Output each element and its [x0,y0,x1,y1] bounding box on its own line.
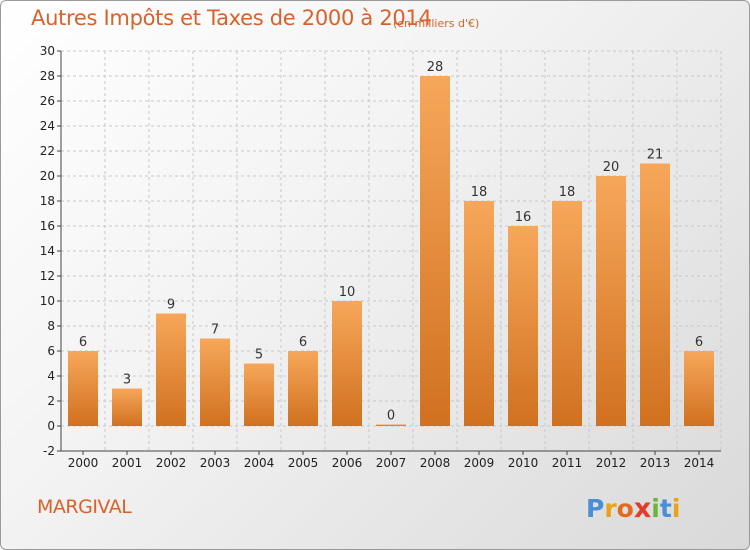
x-tick-label: 2006 [332,456,363,470]
x-tick-label: 2007 [376,456,407,470]
data-label-2010: 16 [515,210,532,225]
data-label-2003: 7 [211,323,219,338]
x-tick-label: 2005 [288,456,319,470]
y-tick-label: 18 [40,194,55,208]
data-label-2008: 28 [427,60,444,75]
chart-subtitle: (en milliers d'€) [393,17,480,30]
bar-2012 [596,176,626,426]
data-label-2005: 6 [299,335,307,350]
data-label-2000: 6 [79,335,87,350]
data-label-2006: 10 [339,285,356,300]
commune-name: MARGIVAL [37,496,132,518]
y-tick-label: -2 [43,444,55,458]
y-tick-label: 16 [40,219,55,233]
x-tick-label: 2009 [464,456,495,470]
bar-2009 [464,201,494,426]
data-label-2007: 0 [387,409,395,424]
x-tick-label: 2003 [200,456,231,470]
data-label-2004: 5 [255,348,263,363]
data-label-2009: 18 [471,185,488,200]
bar-2014 [684,351,714,426]
bar-2007 [376,424,406,426]
bar-2006 [332,301,362,426]
proxiti-logo: Proxiti [586,493,680,524]
data-label-2014: 6 [695,335,703,350]
bar-2005 [288,351,318,426]
bar-2008 [420,76,450,426]
y-tick-label: 6 [47,344,55,358]
bar-2001 [112,388,142,426]
y-tick-label: 2 [47,394,55,408]
x-tick-label: 2014 [684,456,715,470]
bar-2003 [200,338,230,426]
data-label-2001: 3 [123,373,131,388]
bar-2004 [244,363,274,426]
x-tick-label: 2010 [508,456,539,470]
y-tick-label: 10 [40,294,55,308]
data-label-2011: 18 [559,185,576,200]
bar-2000 [68,351,98,426]
x-tick-label: 2013 [640,456,671,470]
bars [68,76,714,426]
x-tick-label: 2001 [112,456,143,470]
y-tick-label: 4 [47,369,55,383]
y-tick-label: 0 [47,419,55,433]
bar-2013 [640,163,670,426]
bar-2010 [508,226,538,426]
data-label-2002: 9 [167,298,175,313]
y-tick-label: 8 [47,319,55,333]
y-tick-label: 12 [40,269,55,283]
x-tick-label: 2002 [156,456,187,470]
y-tick-label: 30 [40,44,55,58]
y-tick-label: 20 [40,169,55,183]
chart-title: Autres Impôts et Taxes de 2000 à 2014 [31,6,432,30]
y-tick-label: 22 [40,144,55,158]
y-tick-label: 24 [40,119,55,133]
x-tick-label: 2008 [420,456,451,470]
bar-2011 [552,201,582,426]
x-tick-label: 2012 [596,456,627,470]
data-label-2013: 21 [647,148,664,163]
data-label-2012: 20 [603,160,620,175]
x-tick-label: 2011 [552,456,583,470]
bar-2002 [156,313,186,426]
x-tick-label: 2004 [244,456,275,470]
svg-text:Proxiti: Proxiti [586,493,680,524]
y-tick-label: 14 [40,244,55,258]
y-tick-label: 26 [40,94,55,108]
y-tick-label: 28 [40,69,55,83]
data-labels: 6 3 9 7 5 6 10 0 28 18 16 18 20 21 6 [79,60,703,424]
x-tick-label: 2000 [68,456,99,470]
